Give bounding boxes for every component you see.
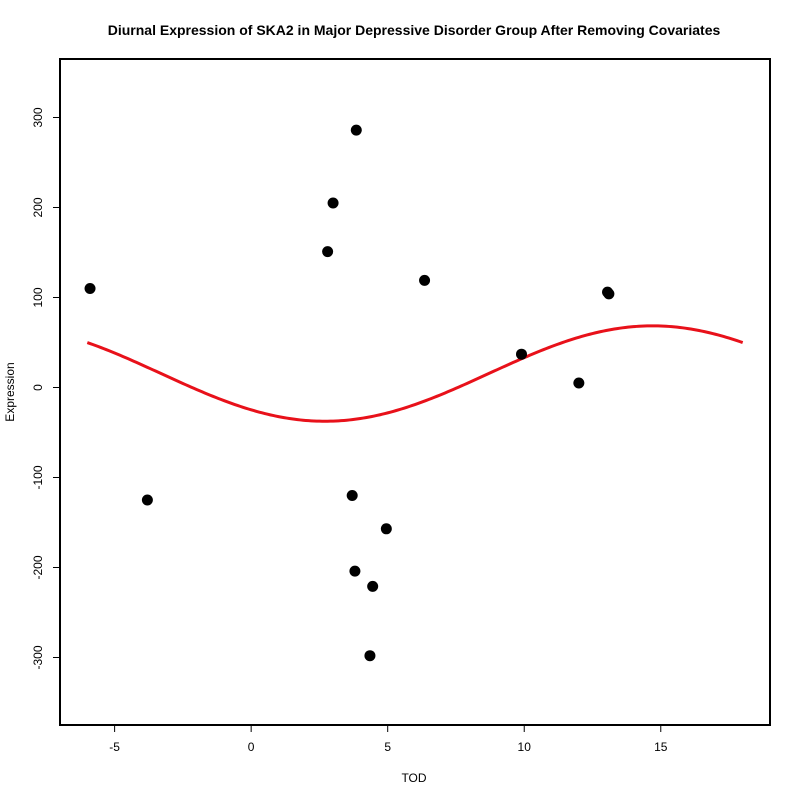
y-tick-label: 300	[31, 107, 45, 127]
data-point	[367, 580, 379, 592]
y-axis: -300 -200 -100 0 100 200 300	[31, 107, 60, 670]
x-tick-label: 5	[384, 740, 391, 754]
x-tick-label: 15	[654, 740, 668, 754]
data-point	[327, 197, 339, 209]
y-tick-label: 200	[31, 197, 45, 217]
data-point	[573, 377, 585, 389]
data-point	[141, 494, 153, 506]
y-tick-label: -100	[31, 465, 45, 489]
fit-curve	[86, 324, 744, 423]
plot-frame	[59, 58, 771, 726]
chart-title: Diurnal Expression of SKA2 in Major Depr…	[108, 22, 721, 38]
data-point	[380, 523, 392, 535]
y-tick-label: 0	[31, 384, 45, 391]
x-axis: -5 0 5 10 15	[109, 725, 668, 754]
data-point	[322, 246, 334, 258]
data-point	[350, 124, 362, 136]
x-tick-label: -5	[109, 740, 120, 754]
x-tick-label: 10	[518, 740, 532, 754]
x-axis-label: TOD	[401, 771, 426, 785]
x-tick-label: 0	[248, 740, 255, 754]
data-point	[364, 650, 376, 662]
y-tick-label: -300	[31, 645, 45, 669]
y-tick-label: 100	[31, 287, 45, 307]
y-axis-label: Expression	[3, 362, 17, 421]
data-point	[419, 274, 431, 286]
data-point	[516, 348, 527, 360]
data-point	[349, 565, 361, 577]
data-point	[84, 283, 96, 294]
data-point	[603, 288, 615, 300]
y-tick-label: -200	[31, 555, 45, 579]
data-points	[84, 124, 615, 662]
data-point	[346, 490, 358, 501]
